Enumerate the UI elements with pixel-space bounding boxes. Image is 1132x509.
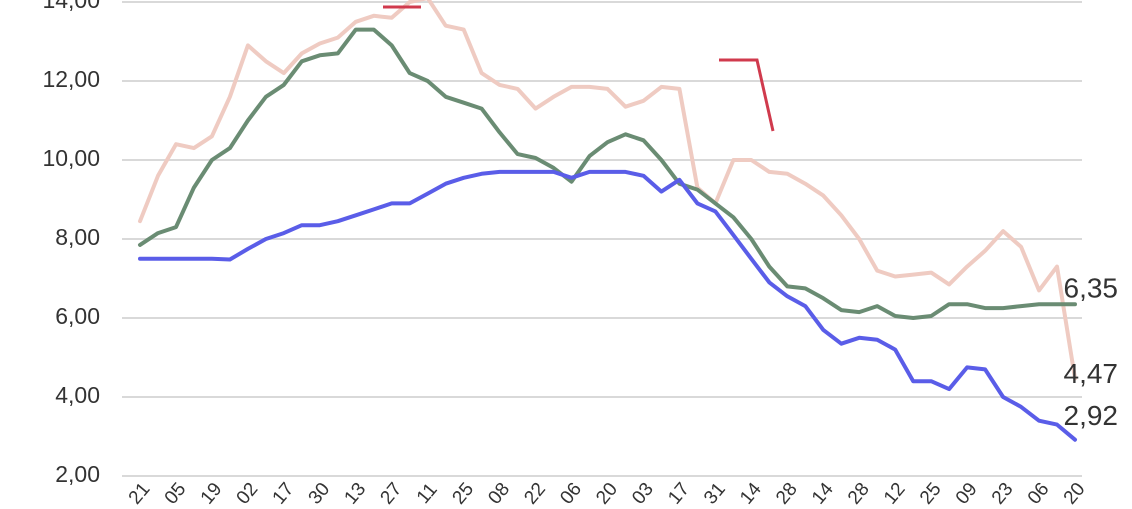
x-tick-label: 06 <box>556 479 586 509</box>
x-tick-label: 22 <box>520 479 550 509</box>
x-tick-label: 05 <box>161 479 191 509</box>
x-tick-label: 09 <box>952 479 982 509</box>
x-tick-label: 27 <box>377 479 407 509</box>
x-tick-label: 28 <box>772 479 802 509</box>
series-line <box>138 169 1077 442</box>
x-tick-label: 19 <box>197 479 227 509</box>
x-tick-label: 03 <box>628 479 658 509</box>
series-line <box>138 27 1077 320</box>
x-tick-label: 25 <box>916 479 946 509</box>
y-tick-label: 2,00 <box>55 461 100 487</box>
x-tick-label: 31 <box>700 479 730 509</box>
x-tick-label: 21 <box>125 479 155 509</box>
x-tick-label: 28 <box>844 479 874 509</box>
series-line <box>138 0 1077 381</box>
x-tick-label: 11 <box>413 479 442 508</box>
y-tick-label: 12,00 <box>42 66 100 92</box>
lines <box>138 0 1077 442</box>
value-label: 4,47 <box>1064 358 1119 389</box>
annotation-mark <box>719 58 775 132</box>
y-tick-label: 6,00 <box>55 303 100 329</box>
x-tick-label: 17 <box>664 479 694 509</box>
x-tick-label: 14 <box>808 479 838 509</box>
x-tick-label: 06 <box>1024 479 1054 509</box>
x-tick-label: 30 <box>305 479 335 509</box>
grid <box>122 1 1082 477</box>
value-label: 6,35 <box>1064 273 1119 304</box>
value-label: 2,92 <box>1064 400 1119 431</box>
x-tick-label: 20 <box>1060 479 1090 509</box>
y-tick-label: 14,00 <box>42 0 100 13</box>
x-tick-label: 23 <box>988 479 1018 509</box>
x-tick-label: 13 <box>341 479 371 509</box>
x-tick-label: 12 <box>880 479 910 509</box>
x-tick-label: 25 <box>448 479 478 509</box>
y-tick-label: 4,00 <box>55 382 100 408</box>
x-tick-label: 20 <box>592 479 622 509</box>
y-tick-label: 8,00 <box>55 224 100 250</box>
x-tick-label: 17 <box>269 479 299 509</box>
x-tick-label: 08 <box>484 479 514 509</box>
x-tick-label: 14 <box>736 479 766 509</box>
y-tick-label: 10,00 <box>42 145 100 171</box>
x-tick-label: 02 <box>233 479 263 509</box>
